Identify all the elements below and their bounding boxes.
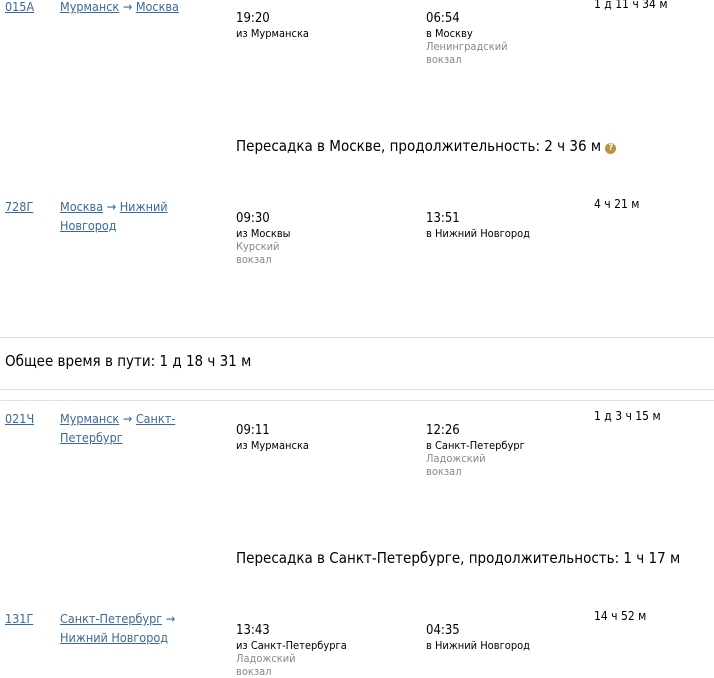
train-number-link[interactable]: 131Г — [5, 611, 34, 626]
arrival-city: в Москву — [426, 27, 473, 40]
route: Мурманск → Москва — [60, 0, 200, 16]
route-from-link[interactable]: Мурманск — [60, 0, 120, 14]
departure-station: Курский вокзал — [236, 240, 280, 266]
transfer-text: Пересадка в Санкт-Петербурге, продолжите… — [236, 549, 681, 567]
transfer-info: Пересадка в Москве, продолжительность: 2… — [236, 137, 617, 155]
transfer-info: Пересадка в Санкт-Петербурге, продолжите… — [236, 549, 680, 567]
departure: 09:30 из Москвы Курский вокзал — [236, 211, 416, 266]
departure-station: Ладожский вокзал — [236, 652, 296, 678]
arrival-city: в Санкт-Петербург — [426, 439, 525, 452]
arrival-time: 13:51 — [426, 211, 460, 226]
arrival-station: Ленинградский вокзал — [426, 40, 508, 66]
departure-city: из Мурманска — [236, 439, 309, 452]
departure-time: 09:11 — [236, 423, 270, 438]
arrow-icon: → — [165, 611, 176, 626]
route-from-link[interactable]: Москва — [60, 199, 104, 214]
arrival: 13:51 в Нижний Новгород — [426, 211, 586, 240]
arrow-icon: → — [122, 0, 133, 14]
segment-duration: 14 ч 52 м — [594, 609, 647, 623]
route-to-link[interactable]: Нижний Новгород — [60, 199, 168, 233]
train-number-link[interactable]: 728Г — [5, 199, 34, 214]
arrival-city: в Нижний Новгород — [426, 639, 531, 652]
departure-time: 09:30 — [236, 211, 270, 226]
departure: 13:43 из Санкт-Петербурга Ладожский вокз… — [236, 623, 416, 678]
arrival-time: 04:35 — [426, 623, 460, 638]
divider — [0, 389, 714, 390]
departure-time: 13:43 — [236, 623, 270, 638]
departure: 19:20 из Мурманска — [236, 11, 416, 40]
transfer-text: Пересадка в Москве, продолжительность: 2… — [236, 137, 602, 155]
train-number-link[interactable]: 021Ч — [5, 411, 35, 426]
route: Санкт-Петербург → Нижний Новгород — [60, 609, 200, 647]
departure: 09:11 из Мурманска — [236, 423, 416, 452]
total-travel-time: Общее время в пути: 1 д 18 ч 31 м — [5, 352, 252, 370]
arrival: 12:26 в Санкт-Петербург Ладожский вокзал — [426, 423, 586, 478]
arrival-time: 12:26 — [426, 423, 460, 438]
divider — [0, 400, 714, 401]
arrow-icon: → — [122, 411, 133, 426]
arrival: 06:54 в Москву Ленинградский вокзал — [426, 11, 586, 66]
departure-city: из Москвы — [236, 227, 291, 240]
route-from-link[interactable]: Мурманск — [60, 411, 120, 426]
route: Мурманск → Санкт-Петербург — [60, 409, 200, 447]
departure-city: из Мурманска — [236, 27, 309, 40]
route-from-link[interactable]: Санкт-Петербург — [60, 611, 163, 626]
arrival-time: 06:54 — [426, 11, 460, 26]
arrival-city: в Нижний Новгород — [426, 227, 531, 240]
route-to-link[interactable]: Нижний Новгород — [60, 630, 168, 645]
segment-duration: 1 д 11 ч 34 м — [594, 0, 668, 11]
route-to-link[interactable]: Москва — [135, 0, 179, 14]
route: Москва → Нижний Новгород — [60, 197, 200, 235]
departure-time: 19:20 — [236, 11, 270, 26]
segment-duration: 1 д 3 ч 15 м — [594, 409, 661, 423]
departure-city: из Санкт-Петербурга — [236, 639, 347, 652]
route-to-link[interactable]: Санкт-Петербург — [60, 411, 176, 445]
arrival: 04:35 в Нижний Новгород — [426, 623, 586, 652]
segment-duration: 4 ч 21 м — [594, 197, 640, 211]
train-number-link[interactable]: 015А — [5, 0, 35, 14]
arrow-icon: → — [106, 199, 117, 214]
arrival-station: Ладожский вокзал — [426, 452, 486, 478]
question-circle-icon[interactable]: ? — [605, 143, 617, 154]
divider — [0, 337, 714, 338]
